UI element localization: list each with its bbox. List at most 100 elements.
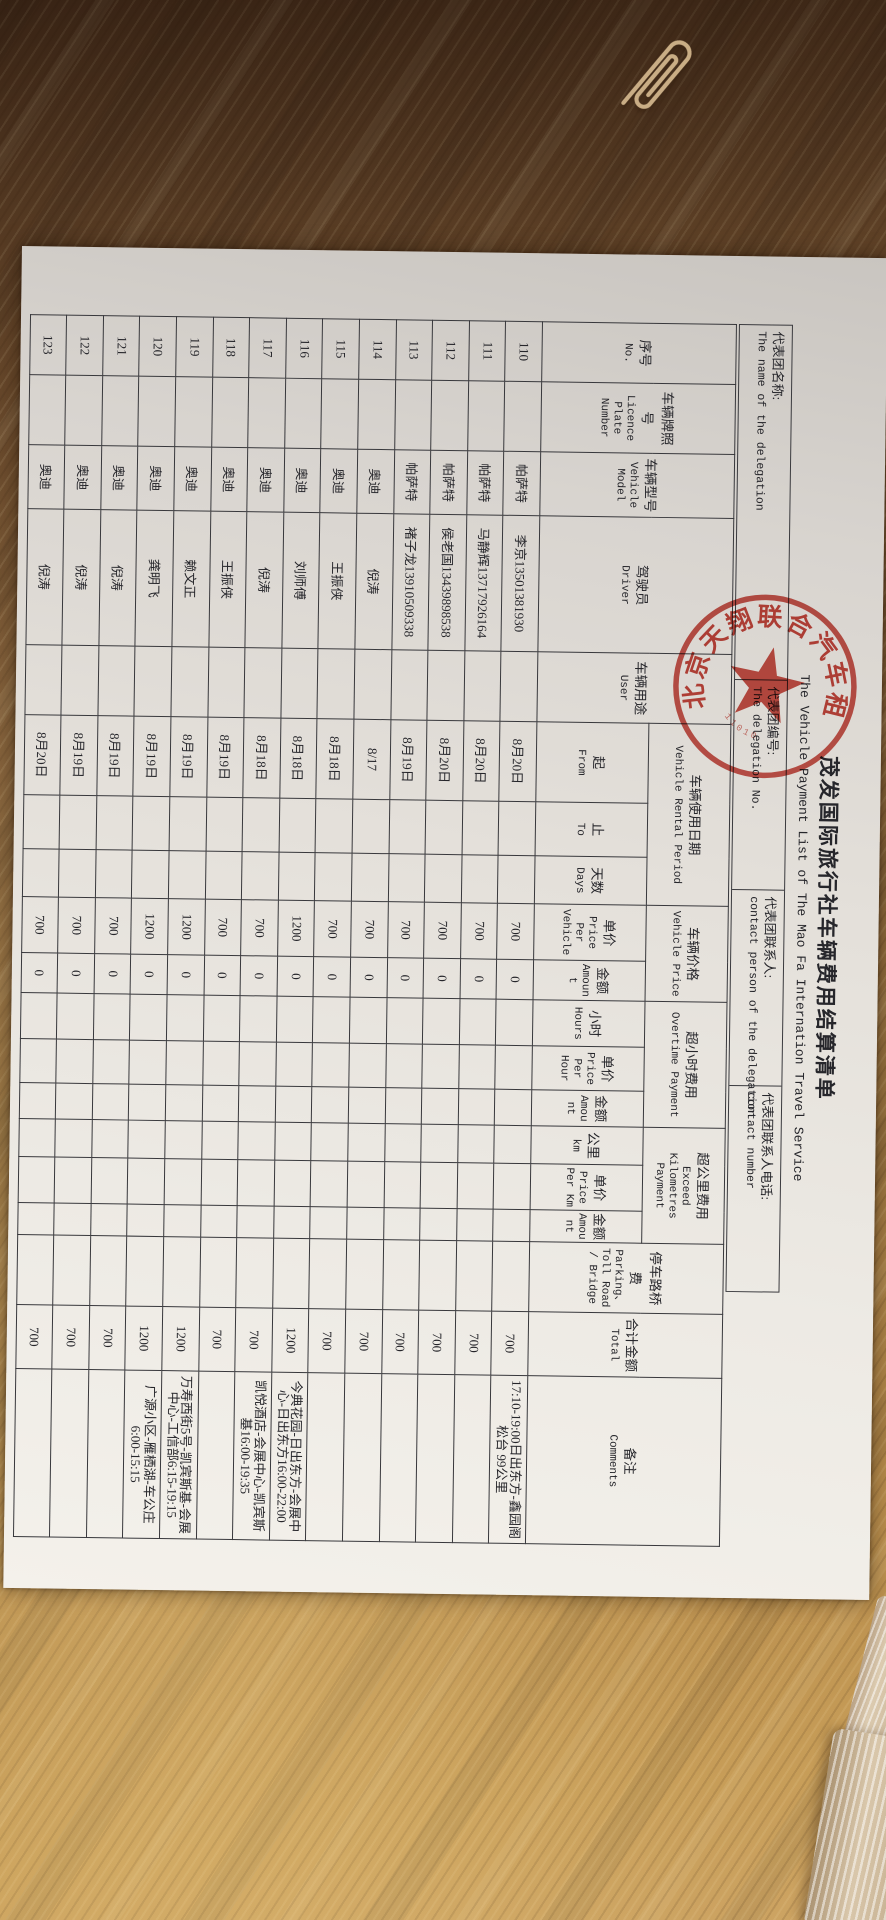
cell-km <box>494 1125 532 1164</box>
svg-text:11010: 11010 <box>722 712 761 743</box>
cell-ot_hours <box>386 997 424 1045</box>
cell-no: 118 <box>212 317 250 378</box>
cell-days <box>131 850 170 899</box>
cell-no: 115 <box>322 318 360 380</box>
cell-amount: 0 <box>459 958 497 1000</box>
cell-plate <box>467 380 506 452</box>
cell-total: 700 <box>491 1311 529 1376</box>
subcol-km-price: 单价 Price Per Km <box>530 1163 643 1212</box>
cell-km_price <box>273 1160 312 1207</box>
cell-price: 700 <box>496 903 535 960</box>
cell-ot_amount <box>92 1083 130 1121</box>
cell-no: 123 <box>29 314 67 376</box>
cell-ot_hours <box>276 996 314 1043</box>
subcol-ot-amount: 金额 Amount <box>531 1089 644 1128</box>
cell-km_amount <box>17 1202 55 1236</box>
cell-days <box>351 853 389 902</box>
cell-to <box>205 797 244 852</box>
cell-ot_price <box>19 1038 57 1084</box>
cell-user <box>207 647 246 718</box>
cell-ot_amount <box>55 1083 93 1120</box>
cell-comments <box>49 1369 89 1538</box>
cell-ot_price <box>56 1039 94 1084</box>
cell-price: 700 <box>21 896 59 954</box>
cell-ot_hours <box>459 998 497 1046</box>
cell-ot_price <box>348 1043 387 1088</box>
cell-no: 114 <box>358 319 397 380</box>
cell-no: 120 <box>139 316 177 377</box>
cell-km_price <box>200 1159 239 1206</box>
cell-km <box>18 1118 56 1158</box>
cell-ot_hours <box>93 993 131 1041</box>
cell-from: 8/17 <box>352 719 391 800</box>
cell-to <box>95 795 134 851</box>
cell-ot_price <box>312 1042 350 1088</box>
cell-ot_amount <box>19 1082 57 1120</box>
paper-sheet: 茂发国际旅行社车辆费用结算清单 The Vehicle Payment List… <box>3 246 886 1600</box>
cell-days <box>22 848 60 898</box>
cell-driver: 李京13501381930 <box>501 515 540 652</box>
cell-km_price <box>237 1159 275 1207</box>
subcol-price: 单价 Price Per Vehicle <box>533 903 647 962</box>
cell-amount: 0 <box>240 955 278 997</box>
cell-user <box>427 650 465 721</box>
cell-ot_hours <box>20 992 58 1040</box>
cell-total: 700 <box>52 1305 90 1370</box>
cell-to <box>132 796 170 851</box>
cell-parking <box>126 1236 164 1307</box>
cell-user <box>244 647 282 719</box>
cell-to <box>242 797 280 853</box>
cell-to <box>278 798 317 853</box>
cell-comments <box>86 1369 126 1539</box>
cell-plate <box>28 374 66 446</box>
cell-km <box>311 1122 349 1162</box>
stamp-serial: 11010 <box>722 712 761 743</box>
cell-total: 700 <box>308 1308 346 1374</box>
cell-driver: 褚子龙13910509338 <box>391 513 431 651</box>
cell-plate <box>430 380 469 451</box>
cell-from: 8月19日 <box>389 719 428 801</box>
cell-model: 奥迪 <box>64 445 102 510</box>
cell-total: 700 <box>454 1310 493 1376</box>
cell-driver: 倪涛 <box>25 508 65 646</box>
cell-days <box>388 853 426 903</box>
cell-km_price <box>493 1163 531 1210</box>
cell-comments: 17:10-19:00日出东方-鑫园阁松台 99公里 <box>488 1375 528 1544</box>
cell-price: 1200 <box>167 898 206 956</box>
col-header-vehicle-price: 车辆价格 Vehicle Price <box>645 905 729 1003</box>
cell-model: 奥迪 <box>320 448 358 514</box>
cell-days <box>497 855 536 904</box>
cell-days <box>424 854 462 903</box>
cell-price: 700 <box>423 902 462 959</box>
cell-driver: 侯老国13439898538 <box>428 514 467 651</box>
cell-km <box>347 1123 385 1162</box>
cell-ot_hours <box>312 996 351 1044</box>
subcol-ot-hours: 小时 Hours <box>532 999 646 1048</box>
wrapped-item-small <box>842 1594 886 1750</box>
cell-comments <box>342 1373 382 1542</box>
cell-ot_amount <box>494 1089 532 1126</box>
cell-plate <box>211 377 249 448</box>
cell-km_price <box>127 1158 165 1205</box>
cell-user <box>500 651 538 722</box>
cell-km_price <box>91 1157 129 1205</box>
cell-km <box>128 1120 166 1159</box>
cell-plate <box>321 378 359 450</box>
cell-km_amount <box>163 1204 201 1238</box>
cell-total: 700 <box>344 1309 383 1374</box>
cell-user <box>24 644 63 716</box>
cell-total: 700 <box>381 1309 419 1375</box>
cell-parking <box>89 1235 128 1307</box>
cell-price: 700 <box>387 901 425 959</box>
cell-km <box>384 1123 422 1163</box>
cell-driver: 赖文正 <box>171 510 211 648</box>
cell-parking <box>199 1237 237 1308</box>
cell-km_price <box>54 1157 92 1204</box>
cell-plate <box>284 378 323 449</box>
cell-km_price <box>347 1161 385 1208</box>
col-header-total: 合计金额 Total <box>527 1311 723 1379</box>
cell-ot_hours <box>56 993 94 1040</box>
cell-comments: 万寿西街5号-凯宾斯基-会展中心-工信部6:15-19:15 <box>159 1370 199 1540</box>
subcol-from: 起 From <box>535 721 649 804</box>
cell-ot_hours <box>349 997 387 1044</box>
